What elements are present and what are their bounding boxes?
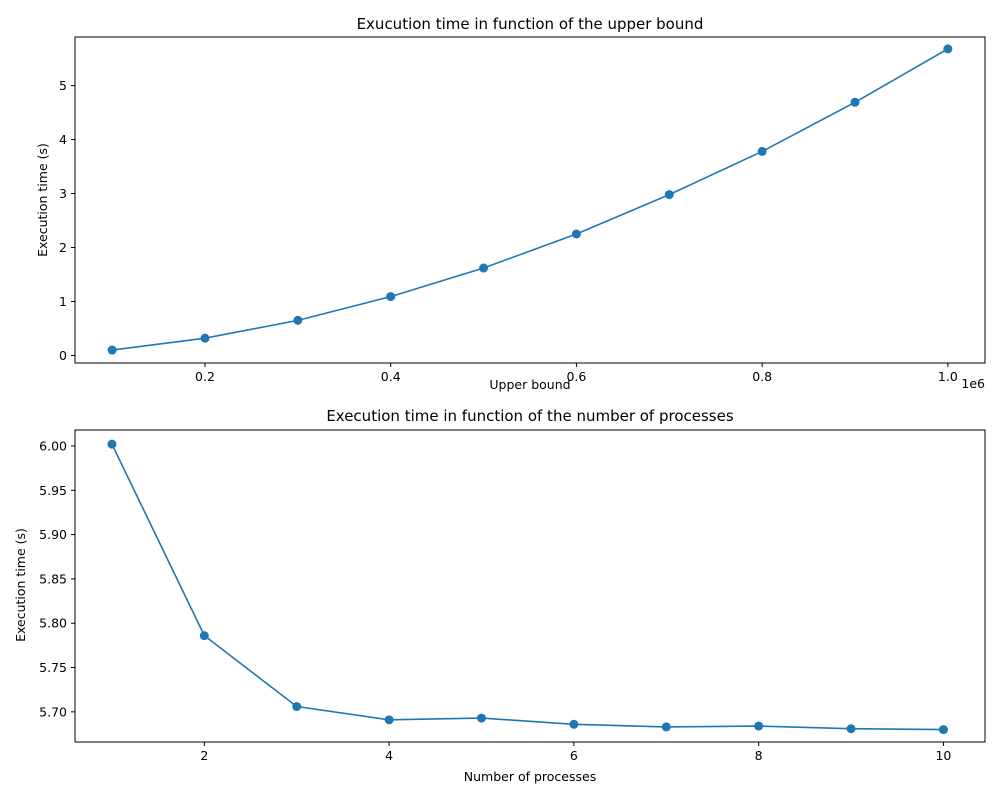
data-point (754, 721, 764, 731)
data-point (107, 439, 117, 449)
x-axis-offset-label: 1e6 (961, 376, 985, 391)
x-tick-label: 10 (935, 748, 951, 763)
y-axis-label: Execution time (s) (35, 143, 50, 257)
x-tick-label: 0.4 (381, 369, 401, 384)
data-point (386, 292, 396, 302)
x-tick-label: 8 (755, 748, 763, 763)
data-point (292, 702, 302, 712)
y-tick-label: 0 (59, 348, 67, 363)
data-point (943, 44, 953, 54)
plot-frame (74, 36, 986, 364)
y-tick-label: 6.00 (39, 438, 67, 453)
x-tick-label: 1.0 (938, 369, 958, 384)
y-tick-label: 5.70 (39, 704, 67, 719)
x-tick-label: 2 (200, 748, 208, 763)
y-tick-label: 3 (59, 186, 67, 201)
x-tick-label: 0.8 (752, 369, 772, 384)
data-point (846, 724, 856, 734)
y-tick-label: 5.75 (39, 660, 67, 675)
chart-title: Execution time in function of the number… (326, 407, 734, 425)
data-point (293, 315, 303, 325)
x-tick-label: 0.2 (195, 369, 215, 384)
data-point (850, 97, 860, 107)
axis-ticks: 0.2 0.4 0.6 0.8 1.0 0 1 2 3 4 5 (59, 78, 958, 384)
chart-execution-vs-processes: Execution time in function of the number… (13, 407, 986, 784)
x-tick-label: 4 (385, 748, 393, 763)
axis-ticks: 2 4 6 8 10 5.70 5.75 5.80 5.85 5.90 5.95 6.00 (39, 438, 951, 763)
chart-execution-vs-upper-bound: Exucution time in function of the upper … (35, 15, 986, 392)
series-line (111, 443, 944, 731)
x-axis-label: Upper bound (489, 377, 570, 392)
data-point (569, 719, 579, 729)
data-marks (107, 439, 948, 735)
data-point (757, 146, 767, 156)
data-point (476, 713, 486, 723)
data-point (200, 333, 210, 343)
data-marks (107, 44, 953, 355)
y-tick-label: 2 (59, 240, 67, 255)
data-point (107, 345, 117, 355)
data-point (479, 263, 489, 273)
data-point (661, 722, 671, 732)
plot-frame (74, 429, 986, 743)
x-tick-label: 6 (570, 748, 578, 763)
y-axis-label: Execution time (s) (13, 528, 28, 642)
y-tick-label: 5 (59, 78, 67, 93)
data-point (199, 631, 209, 641)
x-tick-label: 0.6 (566, 369, 586, 384)
y-tick-label: 5.95 (39, 483, 67, 498)
data-point (938, 725, 948, 735)
data-point (664, 190, 674, 200)
data-point (571, 229, 581, 239)
y-tick-label: 4 (59, 132, 67, 147)
y-tick-label: 1 (59, 294, 67, 309)
y-tick-label: 5.85 (39, 571, 67, 586)
x-axis-label: Number of processes (464, 769, 596, 784)
y-tick-label: 5.90 (39, 527, 67, 542)
chart-title: Exucution time in function of the upper … (357, 15, 704, 33)
data-point (384, 715, 394, 725)
y-tick-label: 5.80 (39, 616, 67, 631)
series-line (112, 48, 949, 351)
